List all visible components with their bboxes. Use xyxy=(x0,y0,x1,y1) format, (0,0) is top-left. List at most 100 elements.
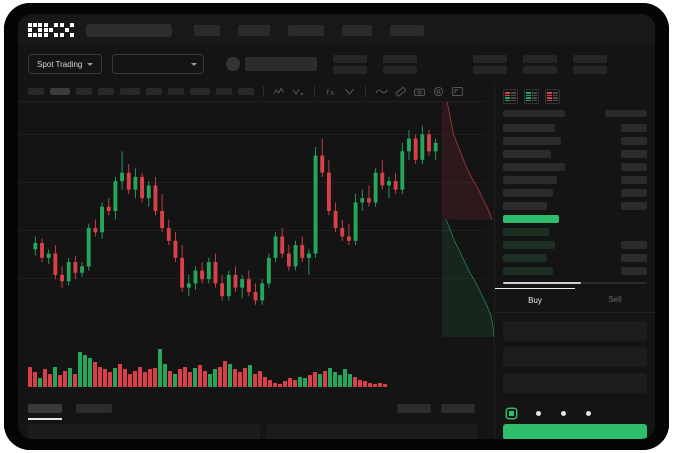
pagination-dot-3[interactable] xyxy=(586,411,591,416)
toolbar-divider xyxy=(365,86,366,97)
orderbook-both-icon[interactable] xyxy=(503,89,518,104)
buy-sell-tabs: Buy Sell xyxy=(495,288,655,313)
alert-icon[interactable]: fx xyxy=(324,85,337,98)
bottom-action-1[interactable] xyxy=(441,403,475,413)
orderbook-ask-row[interactable] xyxy=(503,186,647,199)
volume-bar xyxy=(273,382,277,387)
timeframe-button-7[interactable] xyxy=(190,88,210,95)
orderbook-amount-cell xyxy=(621,136,647,145)
orderbook-scrollbar[interactable] xyxy=(503,282,647,284)
market-pair-select[interactable] xyxy=(112,54,205,74)
order-amount-field[interactable] xyxy=(503,347,647,367)
order-total-field[interactable] xyxy=(503,373,647,393)
candlestick-chart[interactable] xyxy=(18,102,485,337)
timeframe-list xyxy=(28,88,254,95)
orderbook-bid-row[interactable] xyxy=(503,264,647,277)
timeframe-button-1[interactable] xyxy=(50,88,70,95)
market-stat xyxy=(573,54,608,63)
orderbook-amount-cell xyxy=(621,149,647,158)
volume-bar xyxy=(323,370,327,387)
timeframe-button-8[interactable] xyxy=(216,88,232,95)
orderbook-amount-cell xyxy=(621,201,647,210)
nav-item-3[interactable] xyxy=(342,24,372,36)
bottom-tab-0[interactable] xyxy=(28,403,62,420)
bottom-action-0[interactable] xyxy=(397,403,431,413)
orderbook-ask-rows[interactable] xyxy=(495,121,655,212)
market-stat xyxy=(573,65,608,74)
tab-buy[interactable]: Buy xyxy=(495,288,575,312)
orderbook-ask-row[interactable] xyxy=(503,121,647,134)
order-price-field[interactable] xyxy=(503,321,647,341)
orderbook-ask-row[interactable] xyxy=(503,160,647,173)
pagination-dot-1[interactable] xyxy=(536,411,541,416)
volume-bar xyxy=(83,354,87,387)
volume-bar xyxy=(188,372,192,387)
orderbook-bid-row[interactable] xyxy=(503,251,647,264)
chart-gridline xyxy=(18,278,485,279)
market-stat-group xyxy=(383,54,418,74)
indicators-icon[interactable] xyxy=(273,85,286,98)
orderbook-ask-row[interactable] xyxy=(503,134,647,147)
pagination-dot-2[interactable] xyxy=(561,411,566,416)
pagination-dot-0[interactable] xyxy=(507,409,516,418)
orderbook-spread-row[interactable] xyxy=(495,212,655,225)
search-input[interactable] xyxy=(86,23,172,37)
timeframe-button-9[interactable] xyxy=(238,88,254,95)
logo-letter-o xyxy=(28,23,42,37)
settings-gear-icon[interactable] xyxy=(432,85,445,98)
volume-bar xyxy=(228,363,232,387)
volume-bar xyxy=(73,373,77,387)
market-stat-group xyxy=(333,54,368,74)
timeframe-button-3[interactable] xyxy=(98,88,114,95)
line-chart-icon[interactable] xyxy=(375,85,388,98)
orderbook-bids-icon[interactable] xyxy=(524,89,539,104)
volume-bar xyxy=(308,375,312,387)
timeframe-button-4[interactable] xyxy=(120,88,140,95)
orderbook-ask-row[interactable] xyxy=(503,147,647,160)
nav-item-1[interactable] xyxy=(238,24,270,36)
trading-mode-selector[interactable]: Spot Trading xyxy=(28,54,103,74)
timeframe-button-2[interactable] xyxy=(76,88,92,95)
ruler-icon[interactable] xyxy=(394,85,407,98)
orderbook-amount-cell xyxy=(621,162,647,171)
orderbook-price-cell xyxy=(503,175,557,184)
orderbook-ask-row[interactable] xyxy=(503,199,647,212)
tab-sell[interactable]: Sell xyxy=(608,295,622,304)
orderbook-ask-row[interactable] xyxy=(503,173,647,186)
camera-icon[interactable] xyxy=(413,85,426,98)
orderbook-view-modes xyxy=(495,82,655,108)
nav-item-2[interactable] xyxy=(288,24,324,36)
volume-bar xyxy=(103,369,107,387)
timeframe-button-6[interactable] xyxy=(168,88,184,95)
volume-bar xyxy=(218,366,222,387)
tablet-device-frame: Spot Trading xyxy=(4,3,669,450)
volume-bar xyxy=(168,370,172,387)
orderbook-spread-highlight[interactable] xyxy=(503,212,647,225)
orderbook-bid-row[interactable] xyxy=(503,238,647,251)
orderbook-bid-rows[interactable] xyxy=(495,225,655,277)
volume-bar xyxy=(263,376,267,387)
nav-item-0[interactable] xyxy=(194,24,220,36)
scrollbar-thumb[interactable] xyxy=(503,282,581,284)
chart-type-icon[interactable] xyxy=(343,85,356,98)
orderbook-asks-icon[interactable] xyxy=(545,89,560,104)
timeframe-button-5[interactable] xyxy=(146,88,162,95)
volume-bar xyxy=(163,363,167,387)
orderbook-bid-row[interactable] xyxy=(503,225,647,238)
bottom-tab-1[interactable] xyxy=(76,403,112,413)
nav-item-4[interactable] xyxy=(390,24,424,36)
volume-bar xyxy=(173,373,177,387)
volume-bar xyxy=(383,384,387,387)
volume-bar xyxy=(318,373,322,387)
timeframe-button-0[interactable] xyxy=(28,88,44,95)
volume-bar xyxy=(48,373,52,387)
volume-bar xyxy=(148,369,152,387)
okx-logo[interactable] xyxy=(28,23,74,37)
orderbook-amount-cell xyxy=(621,123,647,132)
compare-icon[interactable] xyxy=(292,85,305,98)
market-stat xyxy=(333,54,368,63)
ticker-price-placeholder xyxy=(245,57,318,71)
fullscreen-icon[interactable] xyxy=(451,85,464,98)
submit-order-button[interactable] xyxy=(503,424,647,439)
